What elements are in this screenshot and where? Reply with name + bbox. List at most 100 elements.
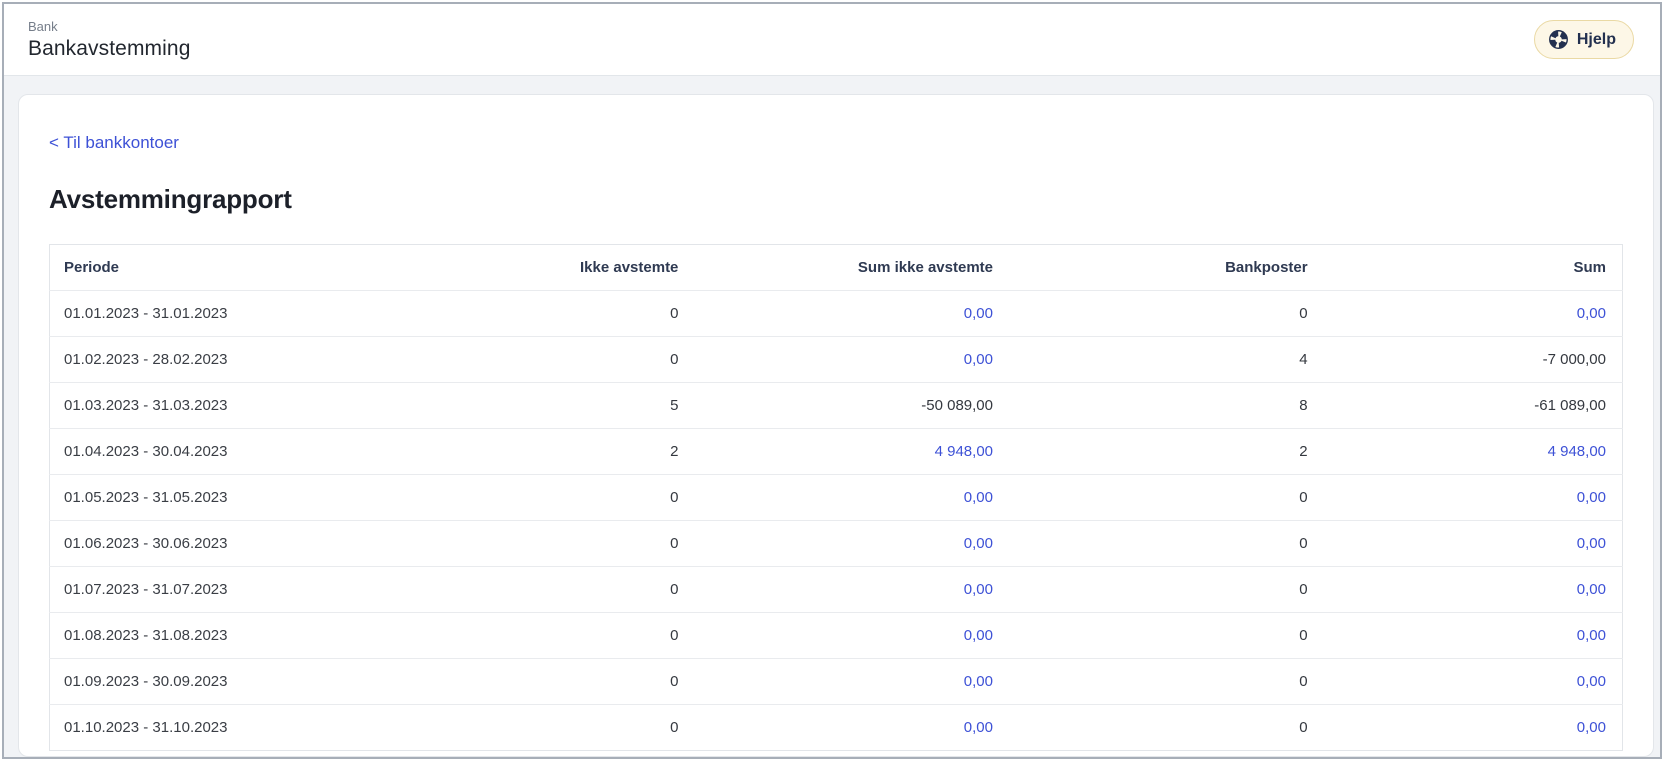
cell-bankposter: 0 [1009,474,1324,521]
cell-ikke-avstemte: 0 [458,474,695,521]
table-row: 01.10.2023 - 31.10.2023 0 0,00 0 0,00 [49,704,1623,751]
cell-sum: 0,00 [1323,566,1623,613]
cell-ikke-avstemte: 2 [458,428,695,475]
cell-bankposter: 2 [1009,428,1324,475]
cell-sum: 4 948,00 [1323,428,1623,475]
cell-periode: 01.07.2023 - 31.07.2023 [49,566,459,613]
report-heading: Avstemmingrapport [49,184,292,214]
cell-sum-ikke-avstemte: -50 089,00 [694,382,1009,429]
page-title: Bankavstemming [28,37,191,60]
report-card: < Til bankkontoer Avstemmingrapport Peri… [18,94,1654,757]
sum-ikke-avstemte-value[interactable]: 0,00 [963,627,993,644]
col-header-bankposter: Bankposter [1225,259,1308,276]
cell-sum: 0,00 [1323,290,1623,337]
cell-ikke-avstemte: 0 [458,658,695,705]
cell-ikke-avstemte: 0 [458,336,695,383]
cell-bankposter: 4 [1009,336,1324,383]
cell-periode: 01.10.2023 - 31.10.2023 [49,704,459,751]
sum-value[interactable]: 0,00 [1576,489,1606,506]
table-row: 01.07.2023 - 31.07.2023 0 0,00 0 0,00 [49,566,1623,613]
sum-value[interactable]: 4 948,00 [1547,443,1606,460]
sum-ikke-avstemte-value[interactable]: 0,00 [963,673,993,690]
sum-ikke-avstemte-value[interactable]: 0,00 [963,489,993,506]
cell-bankposter: 0 [1009,290,1324,337]
cell-periode: 01.03.2023 - 31.03.2023 [49,382,459,429]
cell-sum-ikke-avstemte: 0,00 [694,704,1009,751]
cell-ikke-avstemte: 0 [458,290,695,337]
cell-sum: 0,00 [1323,520,1623,567]
cell-sum-ikke-avstemte: 0,00 [694,336,1009,383]
table-row: 01.09.2023 - 30.09.2023 0 0,00 0 0,00 [49,658,1623,705]
cell-sum-ikke-avstemte: 0,00 [694,566,1009,613]
help-button-label: Hjelp [1576,30,1616,48]
sum-value[interactable]: 0,00 [1576,535,1606,552]
table-row: 01.08.2023 - 31.08.2023 0 0,00 0 0,00 [49,612,1623,659]
table-row: 01.06.2023 - 30.06.2023 0 0,00 0 0,00 [49,520,1623,567]
content-area: < Til bankkontoer Avstemmingrapport Peri… [4,76,1660,757]
table-row: 01.01.2023 - 31.01.2023 0 0,00 0 0,00 [49,290,1623,337]
table-row: 01.04.2023 - 30.04.2023 2 4 948,00 2 4 9… [49,428,1623,475]
sum-value[interactable]: 0,00 [1576,581,1606,598]
cell-periode: 01.06.2023 - 30.06.2023 [49,520,459,567]
sum-value: -61 089,00 [1534,397,1606,414]
breadcrumb: Bank [28,19,58,34]
cell-sum: -61 089,00 [1323,382,1623,429]
cell-sum-ikke-avstemte: 0,00 [694,612,1009,659]
cell-sum-ikke-avstemte: 0,00 [694,520,1009,567]
cell-bankposter: 0 [1009,612,1324,659]
back-link[interactable]: < Til bankkontoer [49,133,179,152]
sum-value: -7 000,00 [1542,351,1606,368]
table-row: 01.03.2023 - 31.03.2023 5 -50 089,00 8 -… [49,382,1623,429]
cell-sum-ikke-avstemte: 0,00 [694,290,1009,337]
cell-sum-ikke-avstemte: 0,00 [694,474,1009,521]
col-header-sum-ikke-avstemte: Sum ikke avstemte [857,259,993,276]
cell-periode: 01.02.2023 - 28.02.2023 [49,336,459,383]
col-header-sum: Sum [1573,259,1606,276]
cell-periode: 01.04.2023 - 30.04.2023 [49,428,459,475]
col-header-ikke-avstemte: Ikke avstemte [580,259,679,276]
cell-sum: 0,00 [1323,658,1623,705]
cell-periode: 01.05.2023 - 31.05.2023 [49,474,459,521]
table-row: 01.05.2023 - 31.05.2023 0 0,00 0 0,00 [49,474,1623,521]
cell-bankposter: 0 [1009,566,1324,613]
cell-bankposter: 8 [1009,382,1324,429]
sum-ikke-avstemte-value[interactable]: 0,00 [963,305,993,322]
cell-ikke-avstemte: 0 [458,566,695,613]
help-button[interactable]: Hjelp [1533,20,1634,59]
cell-sum: 0,00 [1323,704,1623,751]
cell-ikke-avstemte: 5 [458,382,695,429]
sum-ikke-avstemte-value[interactable]: 0,00 [963,719,993,736]
cell-periode: 01.09.2023 - 30.09.2023 [49,658,459,705]
col-header-periode: Periode [64,259,120,276]
cell-bankposter: 0 [1009,704,1324,751]
sum-ikke-avstemte-value[interactable]: 0,00 [963,535,993,552]
cell-ikke-avstemte: 0 [458,704,695,751]
sum-ikke-avstemte-value: -50 089,00 [921,397,993,414]
table-body: 01.01.2023 - 31.01.2023 0 0,00 0 0,00 01… [49,290,1623,751]
cell-bankposter: 0 [1009,520,1324,567]
cell-periode: 01.08.2023 - 31.08.2023 [49,612,459,659]
sum-ikke-avstemte-value[interactable]: 0,00 [963,351,993,368]
sum-ikke-avstemte-value[interactable]: 4 948,00 [934,443,993,460]
cell-sum: 0,00 [1323,612,1623,659]
cell-sum: 0,00 [1323,474,1623,521]
cell-sum: -7 000,00 [1323,336,1623,383]
table-header-row: Periode Ikke avstemte Sum ikke avstemte … [50,245,1623,291]
sum-value[interactable]: 0,00 [1576,627,1606,644]
report-table: Periode Ikke avstemte Sum ikke avstemte … [49,244,1623,751]
sum-value[interactable]: 0,00 [1576,719,1606,736]
sum-value[interactable]: 0,00 [1576,305,1606,322]
table-row: 01.02.2023 - 28.02.2023 0 0,00 4 -7 000,… [49,336,1623,383]
app-header: Bank Bankavstemming Hjelp [4,4,1660,76]
cell-ikke-avstemte: 0 [458,612,695,659]
cell-periode: 01.01.2023 - 31.01.2023 [49,290,459,337]
cell-ikke-avstemte: 0 [458,520,695,567]
cell-sum-ikke-avstemte: 4 948,00 [694,428,1009,475]
sum-ikke-avstemte-value[interactable]: 0,00 [963,581,993,598]
cell-bankposter: 0 [1009,658,1324,705]
sum-value[interactable]: 0,00 [1576,673,1606,690]
cell-sum-ikke-avstemte: 0,00 [694,658,1009,705]
title-block: Bank Bankavstemming [28,18,190,61]
lifebuoy-icon [1548,29,1569,50]
